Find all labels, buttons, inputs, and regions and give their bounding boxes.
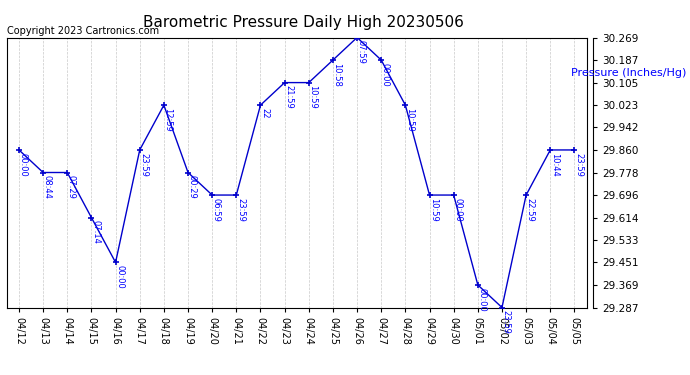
Text: Copyright 2023 Cartronics.com: Copyright 2023 Cartronics.com [7,26,159,36]
Text: 10:59: 10:59 [308,86,317,109]
Text: 23:59: 23:59 [574,153,583,177]
Text: 23:59: 23:59 [139,153,148,177]
Text: 00:29: 00:29 [188,175,197,199]
Text: 07:59: 07:59 [357,40,366,64]
Text: 00:00: 00:00 [453,198,462,222]
Text: 07:14: 07:14 [91,220,100,244]
Text: 10:58: 10:58 [333,63,342,87]
Text: Pressure (Inches/Hg): Pressure (Inches/Hg) [571,68,687,78]
Text: 10:59: 10:59 [429,198,438,222]
Text: 22: 22 [260,108,269,118]
Text: 00:00: 00:00 [19,153,28,177]
Text: 07:29: 07:29 [67,175,76,199]
Text: 00:00: 00:00 [477,288,486,312]
Text: 10:44: 10:44 [550,153,559,177]
Text: 23:59: 23:59 [236,198,245,222]
Text: 12:59: 12:59 [164,108,172,132]
Text: 21:59: 21:59 [284,86,293,109]
Text: 00:00: 00:00 [115,265,124,289]
Text: 08:44: 08:44 [43,175,52,199]
Text: 10:59: 10:59 [405,108,414,132]
Text: Barometric Pressure Daily High 20230506: Barometric Pressure Daily High 20230506 [143,15,464,30]
Text: 23:59: 23:59 [502,310,511,334]
Text: 22:59: 22:59 [526,198,535,222]
Text: 00:00: 00:00 [381,63,390,87]
Text: 06:59: 06:59 [212,198,221,222]
